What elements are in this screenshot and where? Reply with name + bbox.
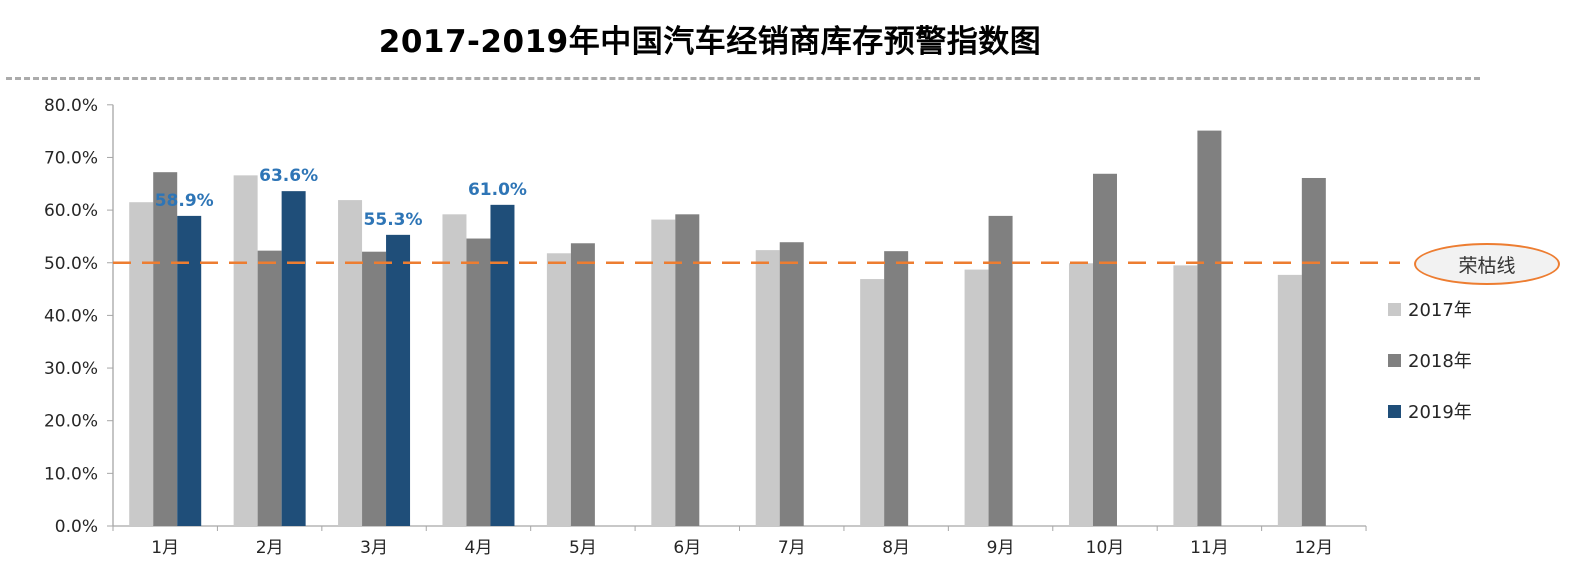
bar-2017年-6月 — [651, 219, 676, 526]
x-axis-label: 3月 — [360, 538, 388, 558]
x-axis-label: 12月 — [1295, 538, 1334, 558]
reference-line-badge: 荣枯线 — [1414, 243, 1560, 285]
bar-2018年-6月 — [675, 214, 700, 526]
x-axis-label: 11月 — [1190, 538, 1229, 558]
bar-2018年-11月 — [1197, 130, 1222, 526]
bar-2017年-1月 — [129, 202, 154, 526]
bar-2018年-12月 — [1301, 177, 1326, 526]
reference-line-label: 荣枯线 — [1458, 254, 1516, 277]
x-axis-label: 9月 — [987, 538, 1015, 558]
y-axis-label: 60.0% — [44, 201, 98, 221]
bar-2017年-4月 — [442, 214, 467, 526]
x-axis-label: 2月 — [256, 538, 284, 558]
legend-swatch-2019 — [1388, 404, 1401, 418]
y-axis-label: 10.0% — [44, 464, 98, 484]
legend-label-2018: 2018年 — [1408, 351, 1472, 372]
bar-2019年-4月 — [490, 204, 515, 526]
bar-2017年-12月 — [1277, 274, 1302, 526]
title-separator-line — [6, 77, 1480, 80]
data-label-4月: 61.0% — [468, 180, 527, 200]
y-axis-label: 0.0% — [55, 517, 98, 537]
bar-2019年-3月 — [386, 234, 411, 526]
bar-2017年-11月 — [1173, 265, 1198, 526]
bar-2018年-5月 — [570, 243, 595, 526]
bar-2018年-7月 — [779, 242, 804, 527]
y-axis-label: 40.0% — [44, 306, 98, 326]
chart-title: 2017-2019年中国汽车经销商库存预警指数图 — [378, 24, 1042, 60]
x-axis-label: 6月 — [673, 538, 701, 558]
bar-2017年-10月 — [1068, 263, 1093, 526]
data-label-2月: 63.6% — [259, 166, 318, 186]
x-axis-label: 7月 — [778, 538, 806, 558]
bar-2017年-7月 — [755, 250, 780, 526]
y-axis-label: 80.0% — [44, 96, 98, 116]
bar-2019年-1月 — [177, 215, 202, 527]
bar-2018年-4月 — [466, 238, 491, 526]
bar-2019年-2月 — [281, 191, 306, 526]
bar-2017年-8月 — [860, 279, 885, 526]
bar-2017年-3月 — [338, 200, 363, 526]
y-axis-label: 30.0% — [44, 359, 98, 379]
y-axis-label: 70.0% — [44, 148, 98, 168]
bar-2017年-9月 — [964, 269, 989, 526]
legend-swatch-2018 — [1388, 353, 1401, 367]
chart-legend: 2017年 2018年 2019年 — [1388, 296, 1472, 424]
bar-2018年-2月 — [257, 250, 282, 526]
data-label-1月: 58.9% — [155, 191, 214, 211]
legend-label-2019: 2019年 — [1408, 402, 1472, 423]
bar-2018年-3月 — [362, 251, 387, 527]
bar-2018年-1月 — [153, 172, 178, 526]
bar-2018年-8月 — [884, 251, 909, 527]
data-label-3月: 55.3% — [364, 210, 423, 230]
bar-2018年-10月 — [1092, 173, 1117, 527]
legend-item-2019: 2019年 — [1388, 398, 1472, 424]
x-axis-label: 5月 — [569, 538, 597, 558]
legend-label-2017: 2017年 — [1408, 300, 1472, 321]
legend-item-2017: 2017年 — [1388, 296, 1472, 322]
legend-item-2018: 2018年 — [1388, 347, 1472, 373]
x-axis-label: 1月 — [151, 538, 179, 558]
x-axis-label: 8月 — [882, 538, 910, 558]
x-axis-label: 4月 — [465, 538, 493, 558]
x-axis-label: 10月 — [1086, 538, 1125, 558]
y-axis-label: 20.0% — [44, 412, 98, 432]
legend-swatch-2017 — [1388, 302, 1401, 316]
y-axis-label: 50.0% — [44, 254, 98, 274]
bar-2017年-5月 — [546, 253, 571, 526]
bar-2018年-9月 — [988, 215, 1013, 527]
bar-2017年-2月 — [233, 175, 258, 526]
